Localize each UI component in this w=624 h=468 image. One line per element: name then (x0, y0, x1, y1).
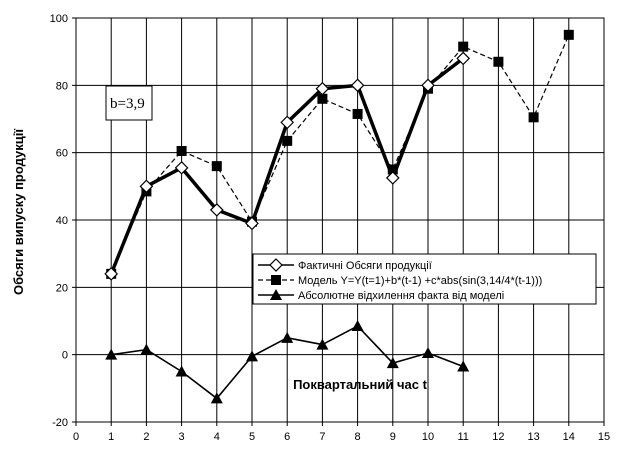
model-point (493, 56, 504, 67)
series-layer (104, 29, 574, 404)
fact-point (174, 160, 189, 175)
x-tick-label: 12 (492, 431, 504, 443)
y-tick-label: -20 (52, 417, 68, 429)
legend-label: Модель Y=Y(t=1)+b*(t-1) +c*abs(sin(3,14/… (298, 275, 542, 287)
x-tick-label: 2 (143, 431, 149, 443)
x-tick-label: 14 (563, 431, 575, 443)
model-point (282, 135, 293, 146)
legend-label: Фактичні Обсяги продукції (298, 260, 432, 272)
x-tick-label: 1 (108, 431, 114, 443)
x-tick-label: 4 (214, 431, 220, 443)
fact-point (315, 81, 330, 96)
annotation-text: b=3,9 (110, 96, 145, 112)
model-point (211, 161, 222, 172)
legend-label: Абсолютне відхилення факта від моделі (298, 290, 504, 302)
model-point (387, 164, 398, 175)
model-point (352, 108, 363, 119)
annotation-box: b=3,9 (105, 85, 153, 121)
deviation-point (210, 392, 223, 404)
y-tick-label: 40 (56, 215, 68, 227)
deviation-point (351, 320, 364, 332)
x-tick-label: 11 (457, 431, 468, 443)
legend-marker (271, 275, 281, 285)
x-tick-label: 15 (598, 431, 610, 443)
x-tick-labels: 0 1 2 3 4 5 6 7 8 9 10 11 12 13 14 15 (73, 431, 610, 443)
deviation-point (281, 331, 294, 343)
x-tick-label: 10 (422, 431, 434, 443)
deviation-point (422, 346, 434, 358)
x-tick-label: 13 (527, 431, 539, 443)
deviation-point (386, 357, 399, 369)
y-tick-label: 0 (62, 350, 68, 362)
fact-point (209, 203, 224, 217)
x-tick-label: 7 (319, 431, 325, 443)
deviation-point (246, 350, 258, 362)
x-tick-label: 8 (355, 431, 361, 443)
model-point (563, 29, 574, 40)
model-series-line (110, 34, 570, 275)
model-point (528, 112, 539, 123)
y-tick-label: 100 (50, 13, 68, 25)
deviation-point (175, 365, 188, 377)
y-axis-title: Обсяги випуску продукції (11, 129, 26, 295)
y-tick-label: 60 (56, 148, 68, 160)
legend-box (252, 253, 597, 305)
legend: Фактичні Обсяги продукції Модель Y=Y(t=1)… (252, 253, 597, 305)
x-tick-label: 6 (284, 431, 290, 443)
fact-point (421, 78, 435, 93)
deviation-point (457, 360, 470, 372)
x-axis-title: Поквартальний час t (293, 377, 428, 392)
legend-marker (269, 258, 283, 272)
y-tick-label: 20 (56, 282, 68, 294)
fact-point (350, 78, 365, 93)
x-tick-label: 9 (390, 431, 396, 443)
fact-point (385, 171, 400, 185)
model-point (317, 93, 328, 104)
fact-point (456, 51, 471, 66)
x-tick-label: 5 (249, 431, 255, 443)
fact-point (280, 115, 295, 130)
fact-point (139, 179, 154, 194)
legend-marker (270, 289, 282, 300)
x-tick-label: 3 (179, 431, 185, 443)
x-tick-label: 0 (73, 431, 79, 443)
y-tick-label: 80 (56, 80, 68, 92)
y-tick-labels: -20 0 20 40 60 80 100 (50, 13, 68, 429)
model-point (458, 41, 469, 52)
fact-point (104, 267, 119, 281)
deviation-point (140, 343, 153, 355)
fact-point (245, 216, 259, 231)
model-point (176, 145, 187, 156)
deviation-point (105, 348, 118, 360)
deviation-point (316, 338, 329, 350)
